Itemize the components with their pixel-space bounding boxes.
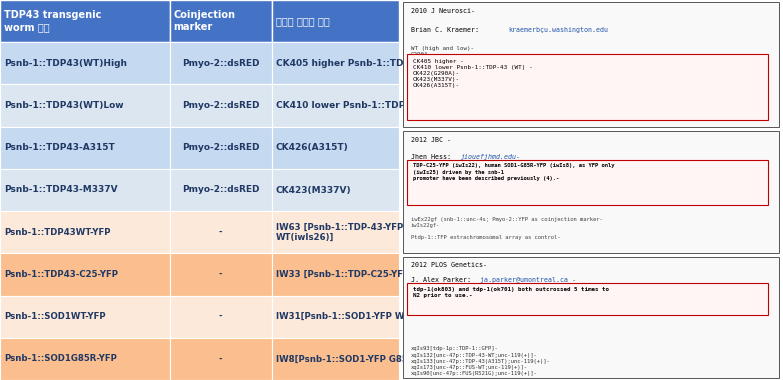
Text: Pmyo-2::dsRED: Pmyo-2::dsRED	[182, 101, 259, 110]
Text: 2010 J Neurosci-: 2010 J Neurosci-	[411, 8, 474, 14]
Text: IW8[Psnb-1::SOD1-YFP G85R(iwIs8)]: IW8[Psnb-1::SOD1-YFP G85R(iwIs8)]	[276, 355, 451, 363]
Text: The tdp-1(ok803) and tdp-1(ok781) animals were backcrossed
with N2 at least four: The tdp-1(ok803) and tdp-1(ok781) animal…	[411, 171, 614, 182]
Text: Brian C. Kraemer:: Brian C. Kraemer:	[411, 27, 483, 33]
Text: -: -	[218, 228, 222, 237]
Bar	[407, 283, 767, 315]
Bar	[170, 42, 272, 84]
Bar	[170, 253, 272, 296]
Text: IW63 [Psnb-1::TDP-43-YFP
WT(iwIs26)]: IW63 [Psnb-1::TDP-43-YFP WT(iwIs26)]	[276, 223, 402, 242]
Bar	[170, 127, 272, 169]
Text: 2012 PLOS Genetics-: 2012 PLOS Genetics-	[411, 262, 487, 268]
Text: Psnb-1::TDP43-A315T: Psnb-1::TDP43-A315T	[4, 143, 115, 152]
Bar	[0, 296, 170, 338]
Text: IW31[Psnb-1::SOD1-YFP WT(iwIs27)]: IW31[Psnb-1::SOD1-YFP WT(iwIs27)]	[276, 312, 453, 321]
Text: Pmyo-2::dsRED: Pmyo-2::dsRED	[182, 143, 259, 152]
Bar	[170, 338, 272, 380]
Text: CK426(A315T): CK426(A315T)	[276, 143, 348, 152]
Text: Psnb-1::TDP43-C25-YFP: Psnb-1::TDP43-C25-YFP	[4, 270, 118, 279]
Text: Pmyo-2::dsRED: Pmyo-2::dsRED	[182, 59, 259, 68]
Bar	[407, 160, 767, 205]
Bar	[403, 256, 779, 378]
Bar	[0, 42, 170, 84]
Bar	[272, 211, 399, 253]
Text: 논문에 표기된 이름: 논문에 표기된 이름	[276, 16, 330, 26]
Bar	[272, 169, 399, 211]
Bar	[0, 338, 170, 380]
Bar	[272, 42, 399, 84]
Bar	[0, 84, 170, 127]
Bar	[170, 169, 272, 211]
Bar	[170, 84, 272, 127]
Text: Jhen Hess:: Jhen Hess:	[411, 154, 455, 160]
Text: xqIs93[tdp-1p::TDP-1::GFP]-
xqIs132[unc-47p::TDP-43-WT;unc-119(+)]-
xqIs133[unc-: xqIs93[tdp-1p::TDP-1::GFP]- xqIs132[unc-…	[411, 347, 550, 376]
Bar	[272, 338, 399, 380]
Bar	[403, 2, 779, 127]
Text: J. Alex Parker:: J. Alex Parker:	[411, 277, 474, 283]
Bar	[0, 127, 170, 169]
Bar	[0, 169, 170, 211]
Text: ja.parker@umontreal.ca -: ja.parker@umontreal.ca -	[480, 277, 576, 283]
Text: Coinjection
marker: Coinjection marker	[174, 10, 236, 32]
Text: WT (high and low)-
G290A-
A315T-
M337V-
Psnb-1::gfp as control as Pmyo-2::dsRED : WT (high and low)- G290A- A315T- M337V- …	[411, 46, 617, 75]
Text: Psnb-1::SOD1G85R-YFP: Psnb-1::SOD1G85R-YFP	[4, 355, 117, 363]
Bar	[0, 0, 170, 42]
Text: Pmyo-2::dsRED: Pmyo-2::dsRED	[182, 185, 259, 195]
Text: -: -	[218, 355, 222, 363]
Bar	[170, 211, 272, 253]
Text: Psnb-1::TDP43-M337V: Psnb-1::TDP43-M337V	[4, 185, 117, 195]
Bar	[272, 0, 399, 42]
Bar	[170, 296, 272, 338]
Text: CK423(M337V): CK423(M337V)	[276, 185, 351, 195]
Bar	[407, 54, 767, 120]
Bar	[0, 211, 170, 253]
Text: Psnb-1::SOD1WT-YFP: Psnb-1::SOD1WT-YFP	[4, 312, 106, 321]
Text: kraemerbçu.washington.edu: kraemerbçu.washington.edu	[509, 27, 608, 33]
Text: IW33 [Psnb-1::TDP-C25-YFP(iwIs22)]: IW33 [Psnb-1::TDP-C25-YFP(iwIs22)]	[276, 270, 452, 279]
Text: iwEx22gf (snb-1::unc-4s; Pmyo-2::YFP as coinjection marker-
iwIs22gf-
 
Ptdp-1::: iwEx22gf (snb-1::unc-4s; Pmyo-2::YFP as …	[411, 217, 603, 240]
Text: 2012 JBC -: 2012 JBC -	[411, 137, 451, 143]
Text: Psnb-1::TDP43(WT)High: Psnb-1::TDP43(WT)High	[4, 59, 127, 68]
Bar	[403, 131, 779, 253]
Text: Psnb-1::TDP43WT-YFP: Psnb-1::TDP43WT-YFP	[4, 228, 110, 237]
Bar	[272, 296, 399, 338]
Bar	[170, 0, 272, 42]
Text: -: -	[218, 270, 222, 279]
Bar	[272, 253, 399, 296]
Text: Psnb-1::TDP43(WT)Low: Psnb-1::TDP43(WT)Low	[4, 101, 124, 110]
Bar	[272, 84, 399, 127]
Text: TDP43 transgenic
worm 보유: TDP43 transgenic worm 보유	[4, 10, 101, 32]
Bar	[0, 253, 170, 296]
Text: CK405 higher Psnb-1::TDP-43 (WT): CK405 higher Psnb-1::TDP-43 (WT)	[276, 59, 453, 68]
Text: -: -	[218, 312, 222, 321]
Text: jiouefjhmd.edu-: jiouefjhmd.edu-	[460, 154, 521, 160]
Text: CK405 higher -
CK410 lower Psnb-1::TDP-43 (WT) -
CK422(G290A)-
CK423(M337V)-
CK4: CK405 higher - CK410 lower Psnb-1::TDP-4…	[413, 59, 532, 88]
Text: TDP-C25-YFP (iwIs22), human SOD1-G85R-YFP (iwIs8), as YFP only
(iwIs25) driven b: TDP-C25-YFP (iwIs22), human SOD1-G85R-YF…	[413, 163, 614, 181]
Text: tdp-1(ok803) and tdp-1(ok701) both outcrossed 5 times to
N2 prior to use.-: tdp-1(ok803) and tdp-1(ok701) both outcr…	[413, 287, 608, 298]
Bar	[272, 127, 399, 169]
Text: CK410 lower Psnb-1::TDP-43 (WT): CK410 lower Psnb-1::TDP-43 (WT)	[276, 101, 449, 110]
